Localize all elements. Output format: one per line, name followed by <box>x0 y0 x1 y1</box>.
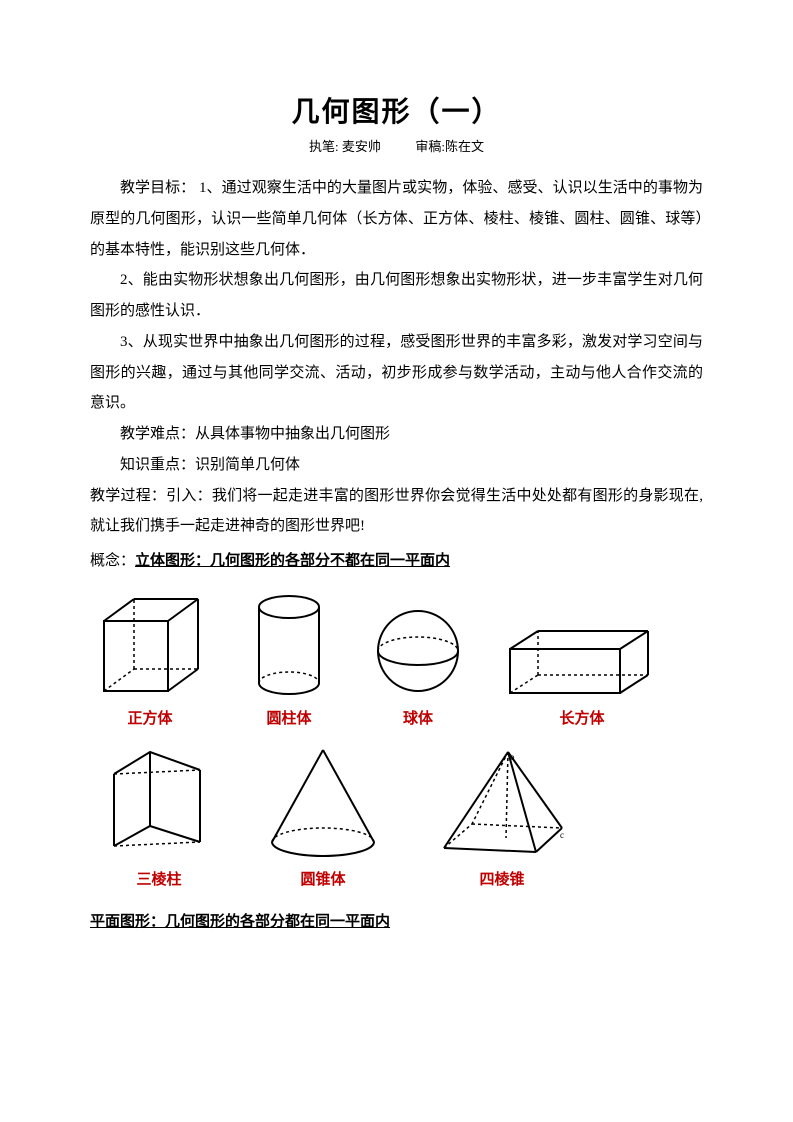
concept-plane-text: 平面图形：几何图形的各部分都在同一平面内 <box>90 914 390 930</box>
paragraph-5: 知识重点：识别简单几何体 <box>90 450 703 481</box>
concept-solid: 概念：立体图形：几何图形的各部分不都在同一平面内 <box>90 546 703 577</box>
concept-plane: 平面图形：几何图形的各部分都在同一平面内 <box>90 907 703 938</box>
paragraph-6: 教学过程：引入：我们将一起走进丰富的图形世界你会觉得生活中处处都有图形的身影现在… <box>90 481 703 543</box>
byline-reviewer: 审稿:陈在文 <box>415 139 484 154</box>
paragraph-3: 3、从现实世界中抽象出几何图形的过程，感受图形世界的丰富多彩，激发对学习空间与图… <box>90 327 703 419</box>
cone-label: 圆锥体 <box>300 868 345 889</box>
shape-prism: 三棱柱 <box>104 742 214 889</box>
sphere-icon <box>368 601 468 701</box>
prism-icon <box>104 742 214 862</box>
paragraph-4: 教学难点：从具体事物中抽象出几何图形 <box>90 419 703 450</box>
shape-pyramid: p c 四棱锥 <box>432 742 572 889</box>
cuboid-icon <box>502 623 662 701</box>
cube-icon <box>90 591 210 701</box>
svg-text:p: p <box>510 752 515 762</box>
shape-sphere: 球体 <box>368 601 468 728</box>
concept-solid-text: 立体图形：几何图形的各部分不都在同一平面内 <box>135 553 450 569</box>
shape-cuboid: 长方体 <box>502 623 662 728</box>
shapes-row-2: 三棱柱 圆锥体 <box>104 742 703 889</box>
cylinder-icon <box>244 591 334 701</box>
cuboid-label: 长方体 <box>559 707 604 728</box>
shape-cube: 正方体 <box>90 591 210 728</box>
sphere-label: 球体 <box>403 707 433 728</box>
concept-prefix: 概念： <box>90 553 135 569</box>
paragraph-1: 教学目标： 1、通过观察生活中的大量图片或实物，体验、感受、认识以生活中的事物为… <box>90 173 703 265</box>
pyramid-label: 四棱锥 <box>479 868 524 889</box>
document-page: 几何图形（一） 执笔: 麦安帅 审稿:陈在文 教学目标： 1、通过观察生活中的大… <box>0 0 793 1122</box>
pyramid-icon: p c <box>432 742 572 862</box>
paragraph-2: 2、能由实物形状想象出几何图形，由几何图形想象出实物形状，进一步丰富学生对几何图… <box>90 265 703 327</box>
shape-cylinder: 圆柱体 <box>244 591 334 728</box>
prism-label: 三棱柱 <box>136 868 181 889</box>
shape-cone: 圆锥体 <box>258 742 388 889</box>
cone-icon <box>258 742 388 862</box>
byline: 执笔: 麦安帅 审稿:陈在文 <box>90 136 703 155</box>
shapes-row-1: 正方体 圆柱体 <box>90 591 703 728</box>
cube-label: 正方体 <box>127 707 172 728</box>
svg-text:c: c <box>560 830 564 840</box>
page-title: 几何图形（一） <box>90 90 703 130</box>
cylinder-label: 圆柱体 <box>266 707 311 728</box>
byline-author: 执笔: 麦安帅 <box>309 139 381 154</box>
